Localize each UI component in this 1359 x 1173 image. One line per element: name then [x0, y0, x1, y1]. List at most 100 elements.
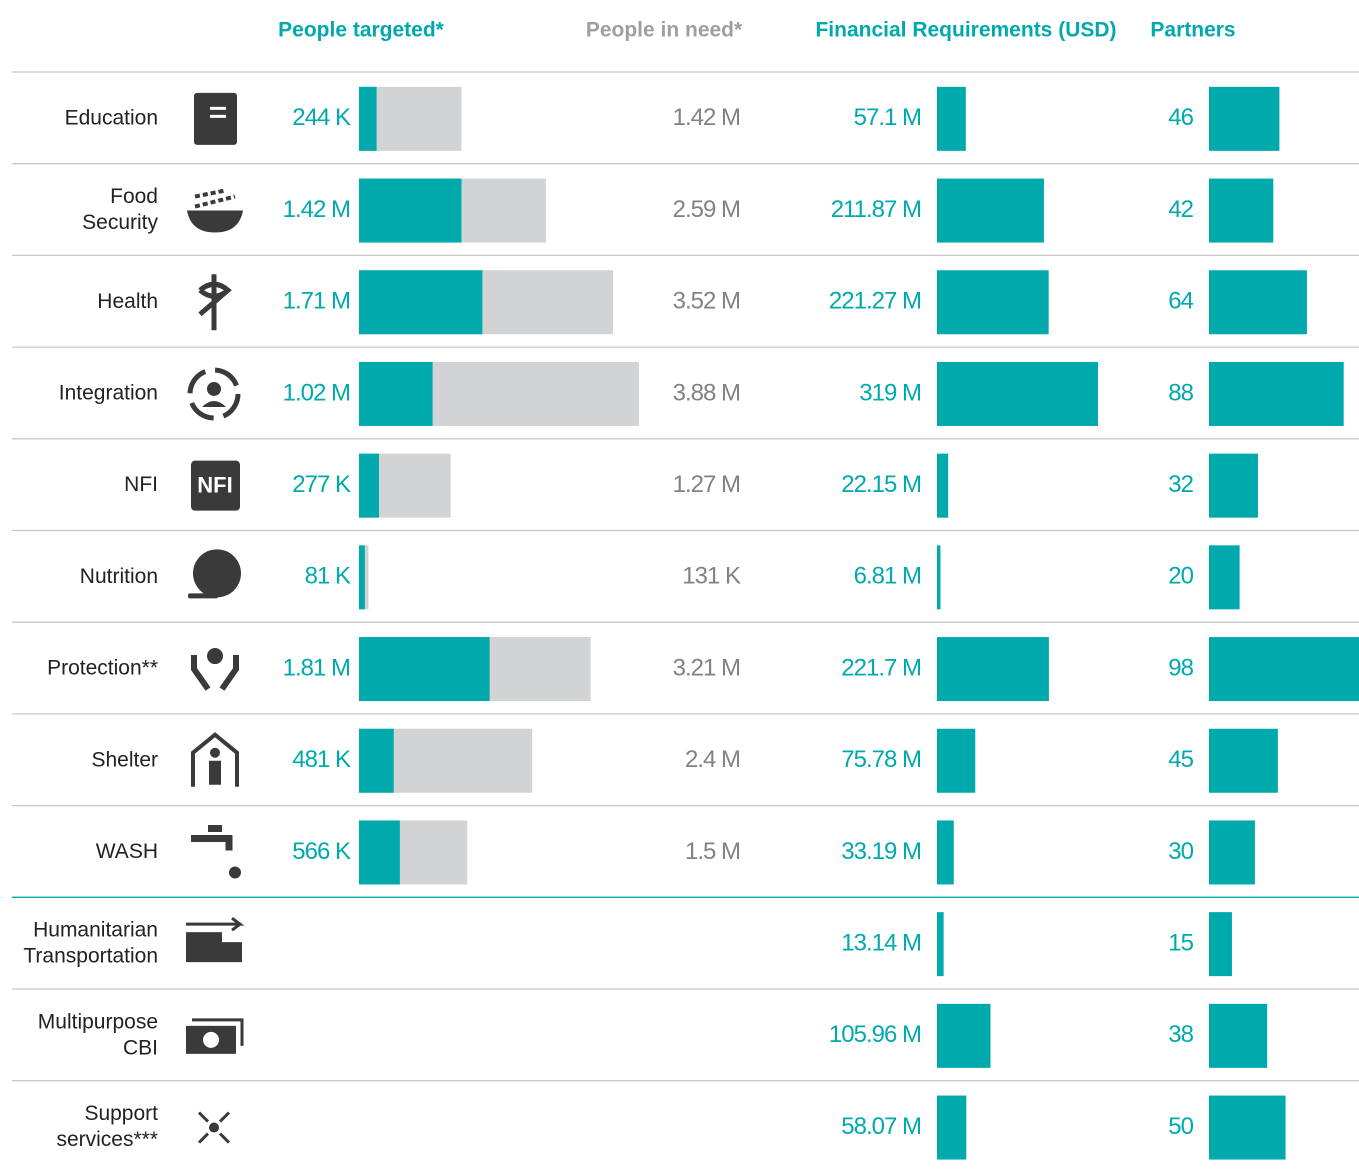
targeted-label: 1.71 M [283, 288, 350, 315]
targeted-bar [359, 728, 394, 793]
partners-bar [1209, 86, 1280, 151]
need-label: 2.59 M [673, 196, 740, 223]
partners-label: 50 [1168, 1113, 1193, 1140]
targeted-label: 244 K [292, 104, 351, 131]
sector-name: Food [110, 185, 158, 208]
icon [191, 655, 239, 691]
sector-icon [191, 648, 239, 691]
funding-bar [937, 1003, 991, 1068]
targeted-bar [359, 820, 400, 885]
header-need: People in need* [586, 19, 743, 42]
funding-bar [937, 820, 954, 885]
sector-icon [187, 367, 241, 421]
targeted-bar [359, 178, 462, 243]
funding-label: 33.19 M [841, 838, 921, 865]
partners-label: 46 [1168, 104, 1193, 131]
need-label: 3.52 M [673, 288, 740, 315]
targeted-label: 277 K [292, 471, 351, 498]
need-label: 3.88 M [673, 379, 740, 406]
need-label: 2.4 M [685, 746, 740, 773]
partners-bar [1209, 820, 1255, 885]
funding-label: 22.15 M [841, 471, 921, 498]
funding-label: 105.96 M [829, 1021, 921, 1048]
sector-icon [191, 824, 241, 879]
partners-label: 15 [1168, 929, 1193, 956]
partners-bar [1209, 361, 1344, 426]
targeted-label: 566 K [292, 838, 351, 865]
sector-name: Humanitarian [33, 919, 158, 942]
need-label: 1.42 M [673, 104, 740, 131]
header-funding: Financial Requirements (USD) [815, 19, 1116, 42]
funding-bar [937, 361, 1098, 426]
partners-label: 20 [1168, 563, 1193, 590]
icon [186, 916, 245, 932]
funding-label: 319 M [859, 379, 921, 406]
icon [191, 824, 233, 851]
targeted-label: 1.81 M [283, 654, 350, 681]
funding-label: 221.27 M [829, 288, 921, 315]
partners-bar [1209, 270, 1307, 335]
sector-name: Integration [59, 381, 158, 404]
need-label: 3.21 M [673, 654, 740, 681]
icon-text: NFI [197, 472, 232, 497]
sector-name: Education [65, 106, 158, 129]
icon [210, 747, 220, 758]
funding-bar [937, 728, 976, 793]
funding-bar [937, 453, 949, 518]
funding-bar [937, 912, 944, 977]
targeted-bar [359, 545, 365, 610]
targeted-bar [359, 453, 379, 518]
need-label: 1.27 M [673, 471, 740, 498]
funding-label: 211.87 M [831, 196, 921, 223]
funding-bar [937, 545, 941, 610]
icon [229, 866, 241, 879]
sector-icon [188, 549, 241, 599]
targeted-bar [359, 361, 433, 426]
icon [193, 549, 241, 598]
sector-name: Shelter [91, 748, 158, 771]
partners-label: 38 [1168, 1021, 1193, 1048]
partners-label: 98 [1168, 654, 1193, 681]
icon [187, 210, 243, 233]
sector-name: Support [84, 1102, 158, 1125]
sector-name: Transportation [23, 945, 158, 968]
icon [210, 114, 226, 118]
targeted-bar [359, 270, 483, 335]
targeted-bar [359, 86, 377, 151]
sector-icon [186, 916, 245, 963]
partners-bar [1209, 453, 1258, 518]
partners-bar [1209, 1095, 1286, 1160]
sector-name: NFI [124, 473, 158, 496]
funding-label: 6.81 M [854, 563, 921, 590]
icon [187, 367, 241, 421]
targeted-label: 81 K [305, 563, 351, 590]
partners-bar [1209, 912, 1232, 977]
sector-name: Multipurpose [38, 1010, 158, 1033]
funding-bar [937, 637, 1049, 702]
partners-label: 64 [1168, 288, 1193, 315]
funding-bar [937, 86, 966, 151]
sector-icon [198, 274, 232, 331]
sector-icon [197, 1111, 231, 1144]
sector-name: Health [97, 290, 158, 313]
partners-bar [1209, 1003, 1268, 1068]
sector-name: WASH [96, 840, 158, 863]
sector-name: Protection** [47, 657, 158, 680]
partners-bar [1209, 545, 1240, 610]
icon [222, 942, 242, 963]
icon [194, 188, 236, 209]
targeted-label: 481 K [292, 746, 351, 773]
partners-bar [1209, 728, 1278, 793]
partners-bar [1209, 178, 1274, 243]
sector-icon [186, 1018, 244, 1054]
targeted-bar [359, 637, 490, 702]
partners-label: 32 [1168, 471, 1193, 498]
sector-name: services*** [56, 1128, 158, 1151]
icon [197, 1111, 231, 1144]
icon [207, 381, 221, 396]
partners-label: 42 [1168, 196, 1193, 223]
icon [210, 106, 226, 110]
icon [188, 593, 218, 599]
header-targeted: People targeted* [278, 19, 445, 42]
